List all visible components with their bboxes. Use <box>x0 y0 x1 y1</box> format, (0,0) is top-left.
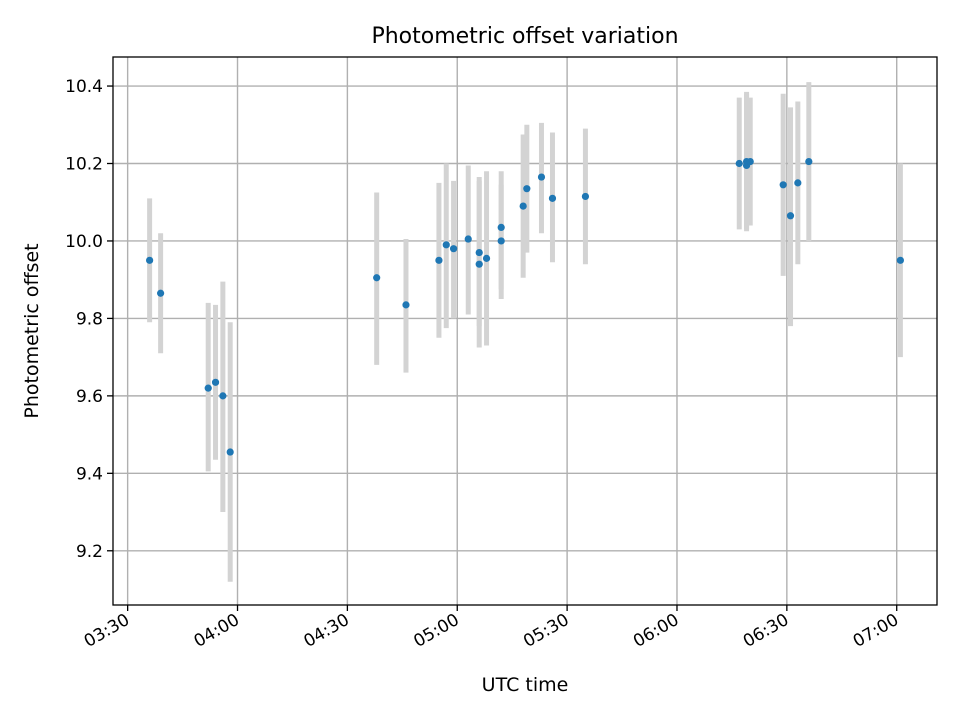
data-point <box>157 289 165 297</box>
x-axis-ticks: 03:30 04:00 04:30 05:00 05:30 06:00 06:30 07:00 <box>81 605 902 652</box>
data-point <box>219 392 227 400</box>
x-tick-label: 03:30 <box>81 610 133 652</box>
data-point <box>746 157 754 166</box>
y-tick-label: 10.2 <box>65 155 103 175</box>
y-tick-label: 9.2 <box>76 542 103 562</box>
data-point <box>435 256 443 264</box>
x-tick-label: 05:30 <box>520 610 572 652</box>
data-point <box>442 241 450 249</box>
data-point <box>402 301 410 309</box>
x-tick-label: 06:00 <box>630 610 682 652</box>
data-point <box>475 260 483 268</box>
y-tick-label: 9.4 <box>76 464 103 484</box>
data-point <box>519 202 527 210</box>
data-point <box>482 254 491 262</box>
data-point <box>537 173 546 181</box>
data-point <box>226 448 234 456</box>
data-point <box>581 192 590 201</box>
data-point <box>497 237 505 245</box>
x-tick-label: 06:30 <box>740 610 792 652</box>
y-tick-label: 10.4 <box>65 77 103 97</box>
data-point <box>373 274 381 282</box>
data-point <box>548 194 557 202</box>
data-point <box>497 223 505 232</box>
data-point <box>475 248 483 257</box>
data-point <box>523 185 531 193</box>
y-tick-label: 10.0 <box>65 232 103 252</box>
y-tick-label: 9.8 <box>76 309 103 329</box>
data-point <box>735 159 743 168</box>
data-point <box>449 245 458 253</box>
data-point <box>464 235 472 243</box>
data-point <box>794 179 802 187</box>
x-tick-label: 04:30 <box>300 610 352 652</box>
x-tick-label: 05:00 <box>410 610 462 652</box>
plot-frame <box>112 56 938 606</box>
data-point <box>204 384 212 392</box>
y-axis-ticks: 9.2 9.4 9.6 9.8 10.0 10.2 10.4 <box>65 77 113 562</box>
data-point <box>779 181 787 189</box>
data-point <box>805 157 813 166</box>
y-tick-label: 9.6 <box>76 387 103 407</box>
data-point <box>211 378 220 386</box>
data-point <box>896 256 904 264</box>
y-axis-label: Photometric offset <box>21 243 43 418</box>
chart-title: Photometric offset variation <box>371 24 678 49</box>
x-axis-label: UTC time <box>482 674 569 696</box>
x-tick-label: 07:00 <box>850 610 902 652</box>
error-bars <box>147 82 903 582</box>
x-tick-label: 04:00 <box>191 610 243 652</box>
data-point <box>146 256 154 264</box>
data-point <box>786 212 795 220</box>
data-points <box>146 157 904 456</box>
